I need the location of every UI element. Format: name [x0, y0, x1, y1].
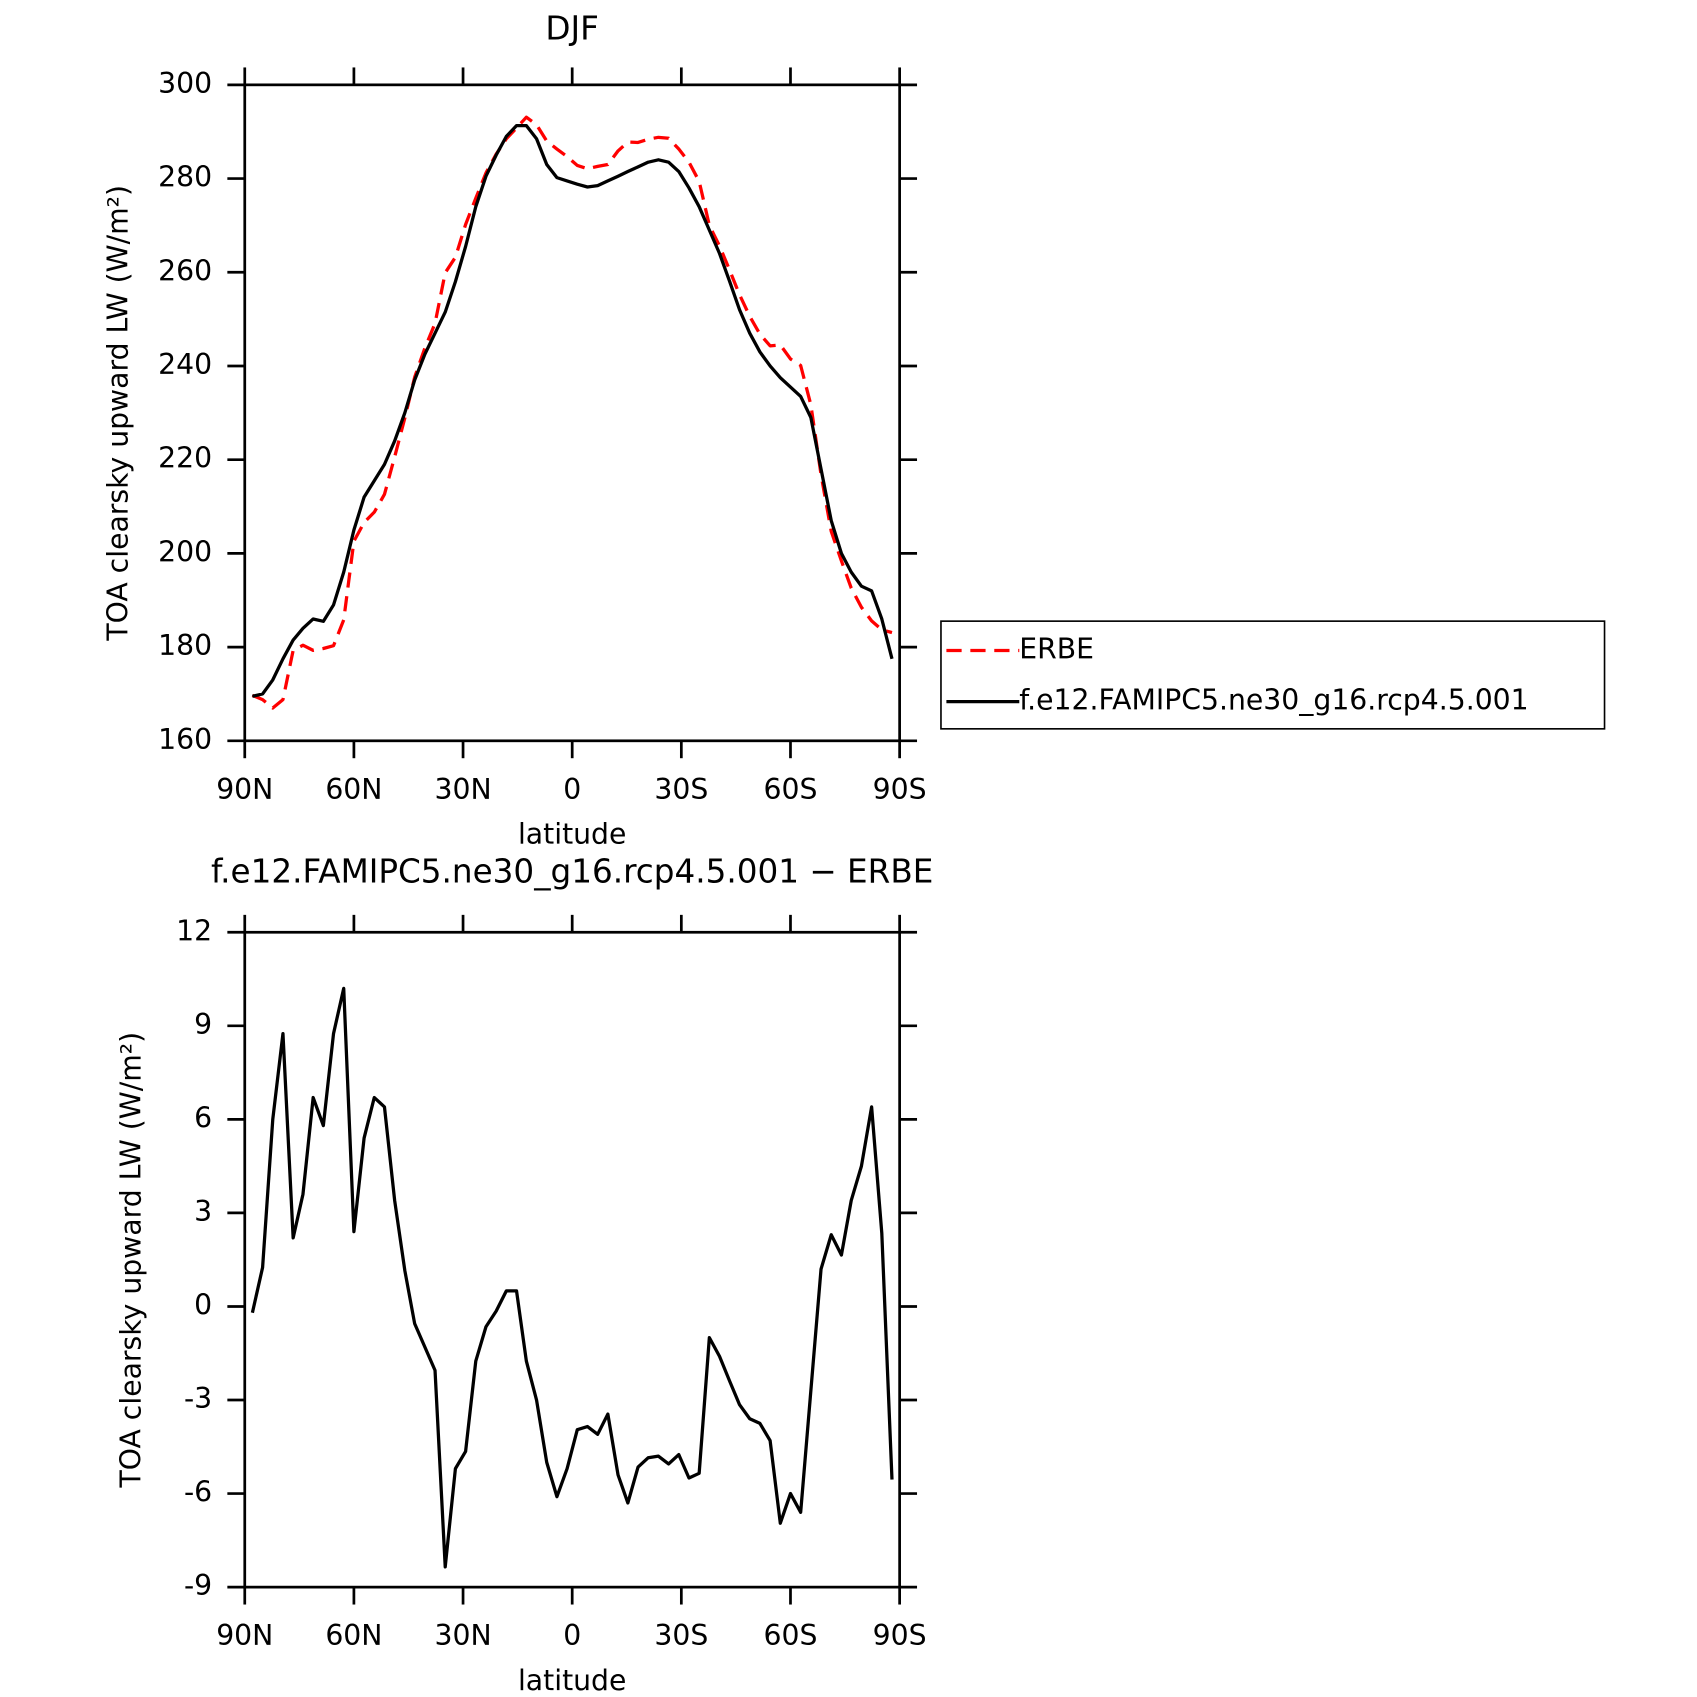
x-tick-label: 0 [563, 773, 581, 806]
y-tick-label: -6 [184, 1476, 212, 1509]
x-tick-label: 60S [764, 1619, 818, 1652]
y-tick-label: 180 [158, 629, 212, 662]
data-line [252, 123, 894, 698]
x-axis-label: latitude [518, 1664, 626, 1697]
legend-label: f.e12.FAMIPC5.ne30_g16.rcp4.5.001 [1019, 684, 1528, 717]
x-tick-label: 0 [563, 1619, 581, 1652]
x-tick-label: 30N [434, 1619, 491, 1652]
x-tick-label: 30S [654, 1619, 708, 1652]
x-tick-label: 60N [325, 1619, 382, 1652]
y-tick-label: 220 [158, 442, 212, 475]
chart-title: DJF [545, 9, 599, 47]
y-tick-label: 280 [158, 161, 212, 194]
y-tick-label: 300 [158, 67, 212, 100]
x-tick-label: 90N [216, 773, 273, 806]
y-tick-label: -3 [184, 1382, 212, 1415]
y-tick-label: 9 [194, 1008, 212, 1041]
data-line [251, 115, 893, 710]
x-tick-label: 60N [325, 773, 382, 806]
x-tick-label: 30S [654, 773, 708, 806]
legend-label: ERBE [1019, 633, 1094, 666]
x-tick-label: 30N [434, 773, 491, 806]
y-tick-label: 3 [194, 1195, 212, 1228]
x-tick-label: 90N [216, 1619, 273, 1652]
y-tick-label: 200 [158, 535, 212, 568]
y-axis-label: TOA clearsky upward LW (W/m²) [115, 1032, 148, 1489]
y-tick-label: -9 [184, 1569, 212, 1602]
x-tick-label: 60S [764, 773, 818, 806]
legend-box [940, 620, 1606, 730]
data-line [250, 986, 894, 1569]
y-tick-label: 260 [158, 254, 212, 287]
x-tick-label: 90S [873, 773, 927, 806]
y-tick-label: 240 [158, 348, 212, 381]
chart-title: f.e12.FAMIPC5.ne30_g16.rcp4.5.001 − ERBE [211, 853, 933, 891]
y-tick-label: 0 [194, 1288, 212, 1321]
y-tick-label: 6 [194, 1101, 212, 1134]
y-tick-label: 160 [158, 723, 212, 756]
x-tick-label: 90S [873, 1619, 927, 1652]
x-axis-label: latitude [518, 817, 626, 850]
y-tick-label: 12 [176, 914, 212, 947]
y-axis-label: TOA clearsky upward LW (W/m²) [102, 185, 135, 642]
